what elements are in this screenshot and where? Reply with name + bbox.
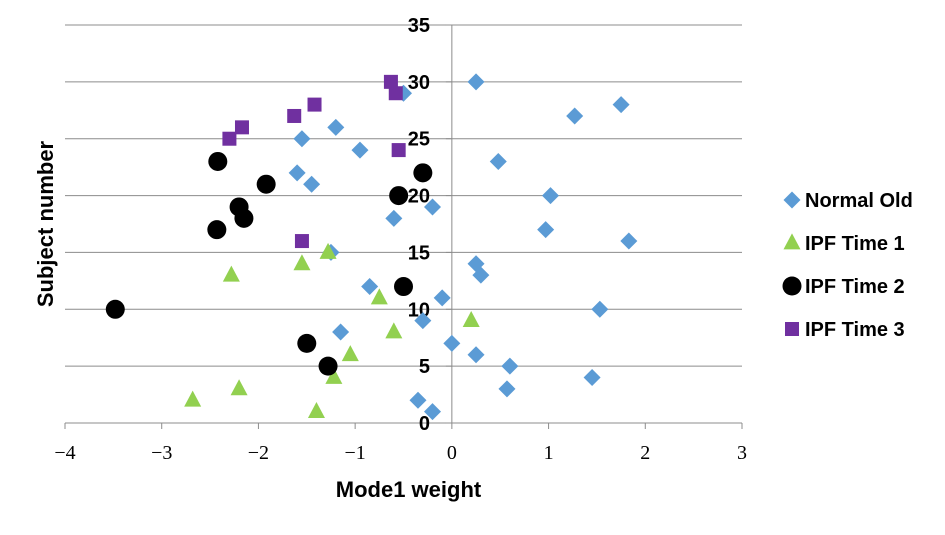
point-normal-old [591, 300, 609, 318]
point-ipf-time-3 [383, 74, 398, 89]
legend-item-ipf-time-3: IPF Time 3 [785, 319, 905, 341]
point-ipf-time-3 [222, 131, 237, 146]
x-tick-label: 3 [737, 442, 747, 464]
series-ipf-time-2 [105, 151, 433, 376]
point-ipf-time-3 [388, 86, 403, 101]
point-ipf-time-2 [208, 151, 228, 171]
point-normal-old [293, 130, 311, 148]
y-axis-title: Subject number [33, 140, 58, 307]
y-tick-label: 5 [419, 356, 430, 378]
legend-marker-normal-old [783, 191, 801, 209]
x-tick-label: −4 [54, 442, 75, 464]
series-normal-old [288, 73, 638, 421]
x-tick-label: 1 [544, 442, 554, 464]
point-ipf-time-2 [256, 174, 276, 194]
point-normal-old [351, 141, 369, 159]
legend-item-ipf-time-1: IPF Time 1 [783, 233, 905, 255]
point-normal-old [424, 198, 442, 216]
data-points [105, 73, 638, 421]
point-normal-old [620, 232, 638, 250]
x-tick-label: −1 [345, 442, 366, 464]
point-normal-old [327, 118, 345, 136]
point-normal-old [566, 107, 584, 125]
point-normal-old [467, 346, 485, 364]
point-normal-old [467, 255, 485, 273]
point-ipf-time-2 [229, 197, 249, 217]
point-ipf-time-3 [234, 120, 249, 135]
point-ipf-time-1 [319, 242, 337, 259]
legend: Normal Old IPF Time 1 IPF Time 2 IPF Time 3 [782, 190, 913, 341]
point-normal-old [433, 289, 451, 307]
x-tick-label: −3 [151, 442, 172, 464]
point-normal-old [332, 323, 350, 341]
series-ipf-time-3 [222, 74, 406, 249]
point-ipf-time-3 [307, 97, 322, 112]
x-tick-label: 0 [447, 442, 457, 464]
point-ipf-time-1 [307, 402, 325, 419]
y-tick-label: 35 [408, 15, 430, 37]
point-normal-old [467, 73, 485, 91]
y-tick-label: 25 [408, 129, 430, 151]
gridlines [65, 24, 742, 424]
axes [64, 24, 743, 429]
point-ipf-time-1 [341, 345, 359, 362]
y-tick-label: 30 [408, 72, 430, 94]
point-ipf-time-1 [370, 288, 388, 305]
legend-label: IPF Time 1 [805, 233, 905, 255]
series-ipf-time-1 [184, 242, 480, 419]
point-normal-old [583, 369, 601, 387]
point-normal-old [537, 221, 555, 239]
point-ipf-time-2 [389, 186, 409, 206]
x-tick-label: 2 [640, 442, 650, 464]
legend-marker-ipf-time-1 [783, 233, 801, 250]
point-normal-old [498, 380, 516, 398]
point-normal-old [542, 187, 560, 205]
point-ipf-time-2 [105, 299, 125, 319]
point-normal-old [612, 96, 630, 114]
point-ipf-time-3 [287, 108, 302, 123]
point-ipf-time-1 [184, 390, 202, 407]
point-ipf-time-2 [297, 333, 317, 353]
legend-item-ipf-time-2: IPF Time 2 [782, 276, 905, 298]
point-ipf-time-3 [391, 143, 406, 158]
point-ipf-time-2 [207, 220, 227, 240]
y-tick-label: 20 [408, 186, 430, 208]
legend-marker-ipf-time-3 [785, 322, 799, 336]
point-ipf-time-2 [394, 277, 413, 297]
point-normal-old [303, 175, 321, 193]
x-axis-title: Mode1 weight [336, 477, 482, 502]
point-normal-old [409, 391, 427, 409]
legend-marker-ipf-time-2 [782, 276, 802, 296]
point-ipf-time-1 [462, 311, 480, 328]
point-normal-old [288, 164, 306, 182]
point-ipf-time-1 [230, 379, 248, 396]
x-tick-label: −2 [248, 442, 269, 464]
point-ipf-time-2 [318, 356, 338, 376]
y-tick-label: 0 [419, 413, 430, 435]
point-normal-old [489, 152, 507, 170]
point-normal-old [443, 334, 461, 352]
legend-label: IPF Time 3 [805, 319, 905, 341]
point-normal-old [414, 312, 432, 330]
y-tick-label: 15 [408, 242, 430, 264]
point-ipf-time-1 [293, 254, 311, 271]
legend-label: IPF Time 2 [805, 276, 905, 298]
point-normal-old [424, 403, 442, 421]
legend-item-normal-old: Normal Old [783, 190, 913, 212]
point-ipf-time-1 [325, 367, 343, 384]
point-ipf-time-1 [385, 322, 403, 339]
point-ipf-time-3 [294, 234, 309, 249]
point-normal-old [385, 209, 403, 227]
point-normal-old [501, 357, 519, 375]
point-ipf-time-2 [413, 163, 433, 183]
point-normal-old [361, 278, 379, 296]
legend-label: Normal Old [805, 190, 913, 212]
point-ipf-time-1 [222, 265, 240, 282]
